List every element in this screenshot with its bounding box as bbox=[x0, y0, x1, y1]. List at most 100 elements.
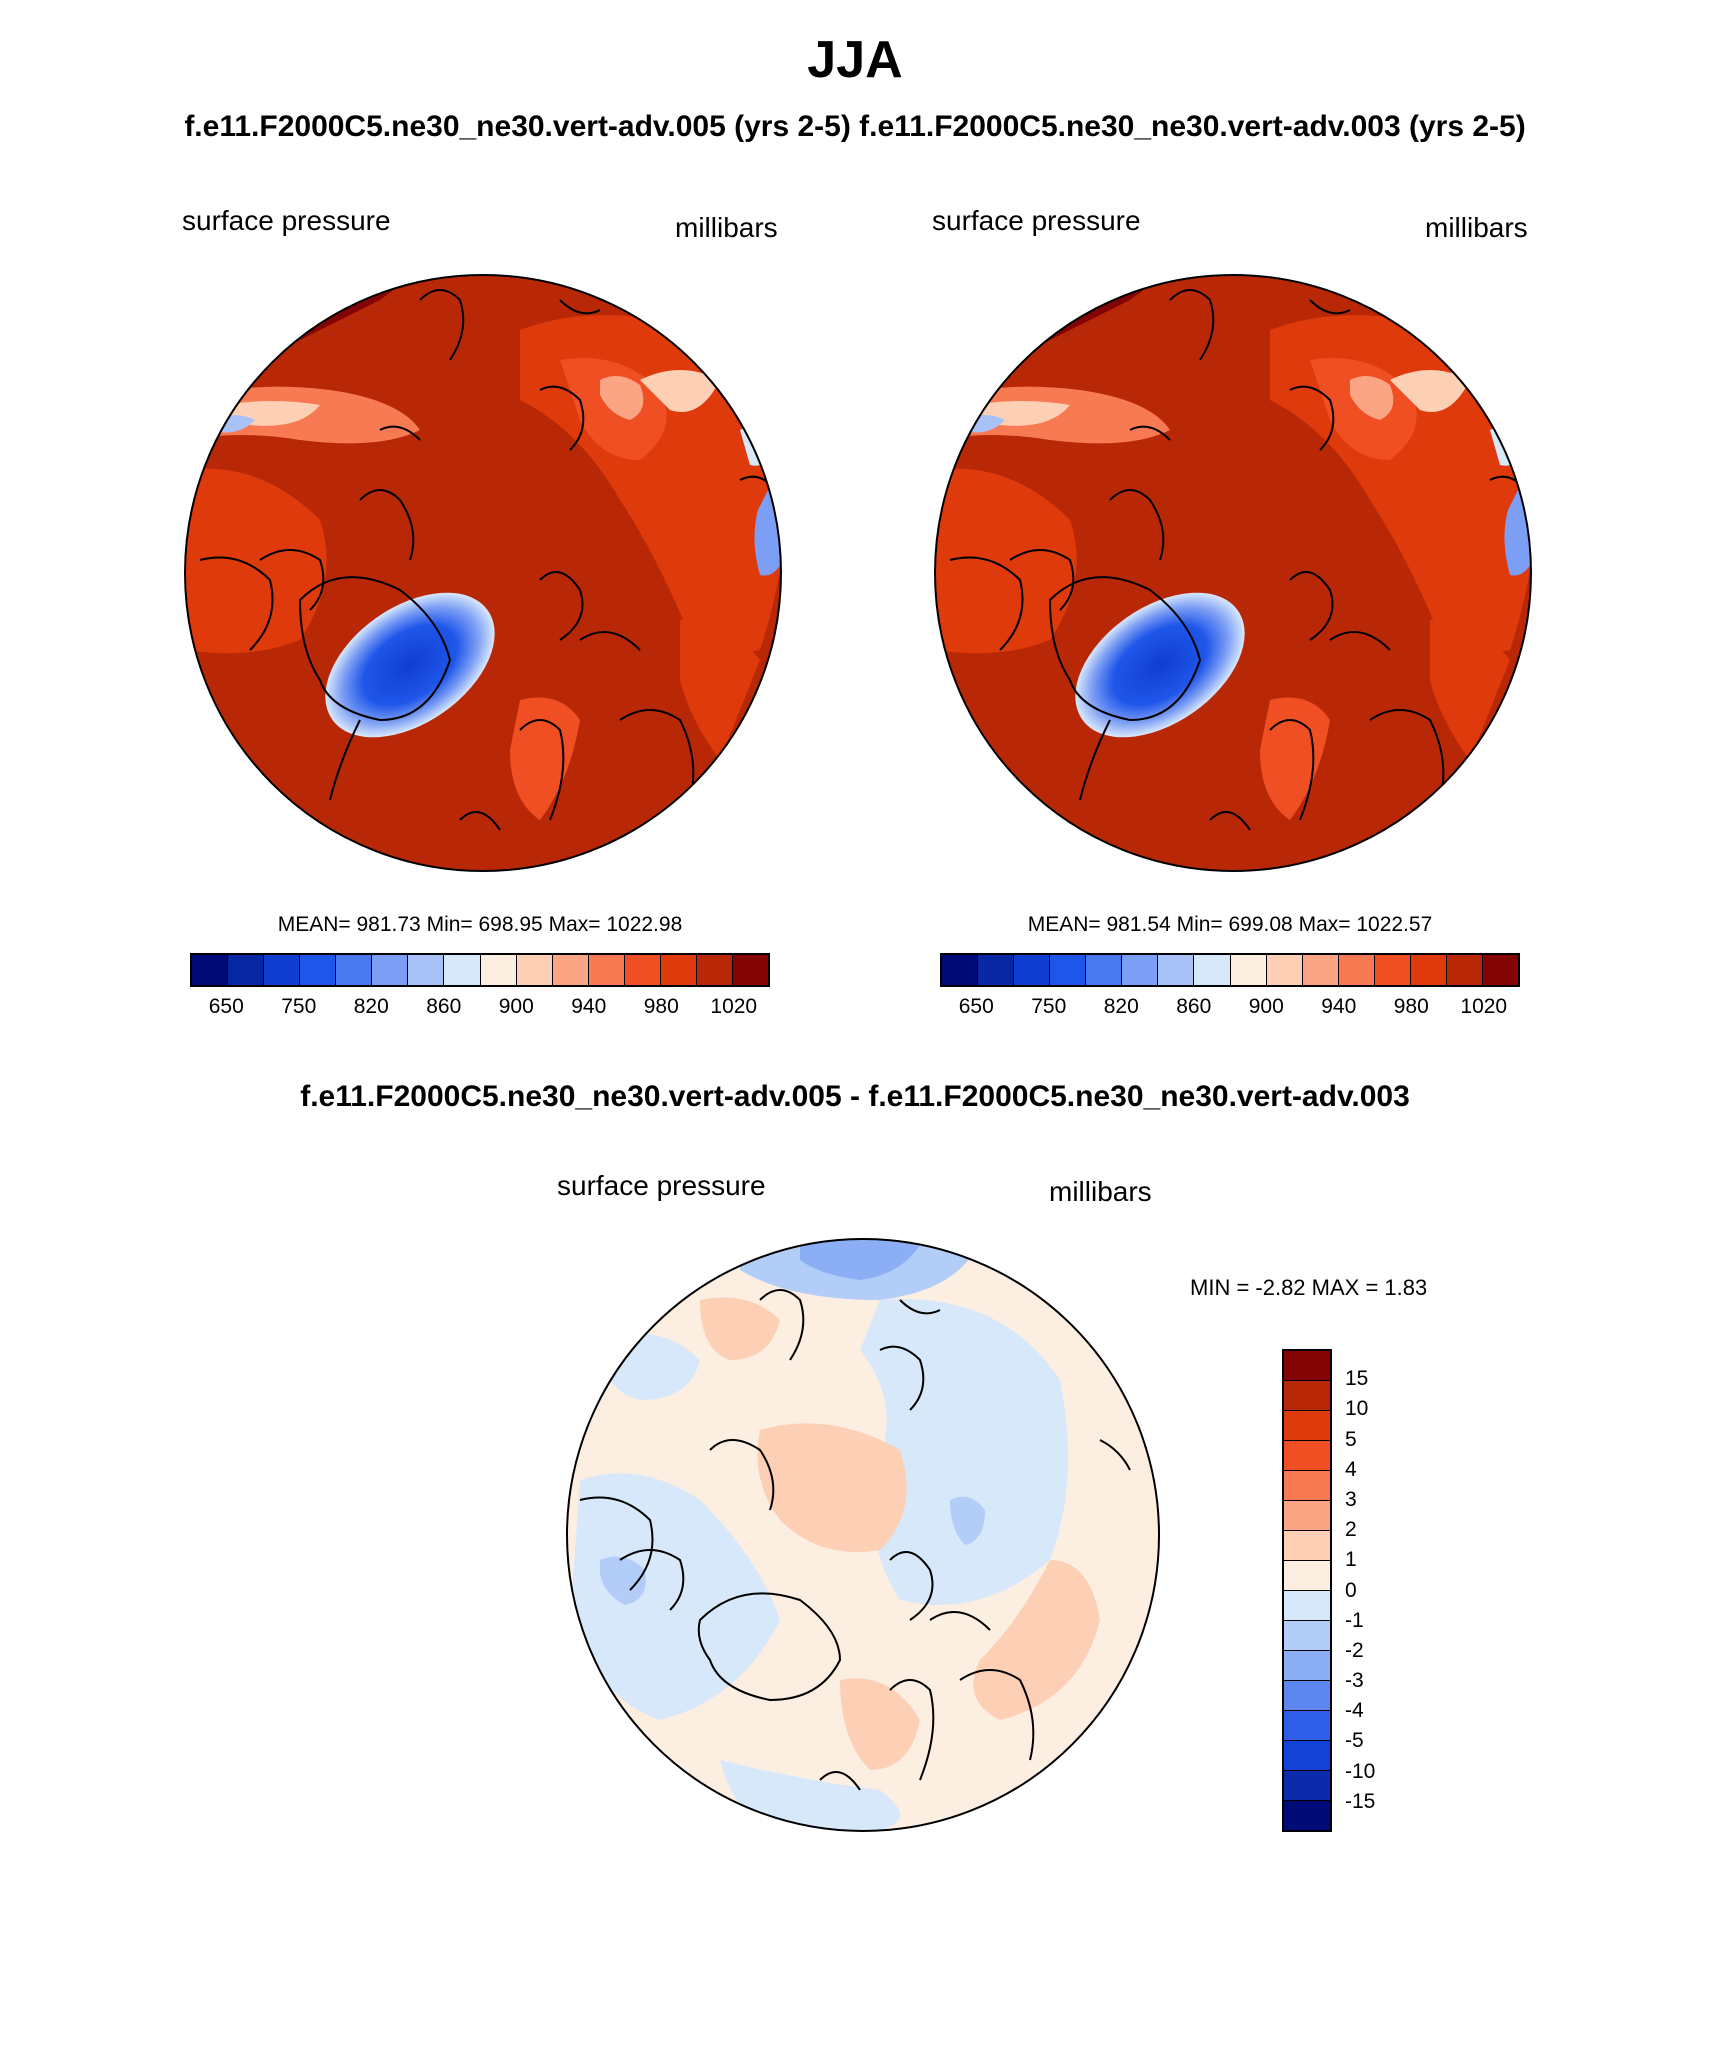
colorbar-swatch bbox=[660, 955, 697, 985]
panel1-scandinavia bbox=[510, 697, 580, 820]
main-title: JJA bbox=[807, 31, 903, 89]
panel1-na-plains bbox=[185, 468, 327, 654]
colorbar-swatch bbox=[1446, 955, 1483, 985]
diff-negative-south bbox=[720, 1760, 900, 1830]
panel2-greenland-low bbox=[1075, 592, 1245, 738]
diff-variable-label: surface pressure bbox=[557, 1170, 766, 1201]
colorbar-swatch bbox=[1158, 955, 1195, 985]
diff-colorbar-swatch bbox=[1284, 1801, 1330, 1830]
colorbar-swatch bbox=[978, 955, 1015, 985]
diff-title: f.e11.F2000C5.ne30_ne30.vert-adv.005 - f… bbox=[300, 1080, 1410, 1113]
diff-colorbar-swatch bbox=[1284, 1351, 1330, 1381]
diff-colorbar bbox=[1282, 1349, 1332, 1832]
diff-negative-west-strong bbox=[600, 1556, 646, 1605]
diff-positive-north bbox=[700, 1297, 780, 1360]
diff-negative-top-strong bbox=[800, 1239, 920, 1280]
diff-positive-east bbox=[973, 1560, 1100, 1720]
case-subtitle: f.e11.F2000C5.ne30_ne30.vert-adv.005 (yr… bbox=[184, 110, 1526, 143]
panel1-himalaya bbox=[640, 370, 720, 412]
colorbar-swatch bbox=[480, 955, 517, 985]
diff-colorbar-swatch bbox=[1284, 1771, 1330, 1801]
colorbar-tick-label: 980 bbox=[1393, 995, 1429, 1018]
diff-colorbar-tick-label: -15 bbox=[1345, 1789, 1376, 1813]
colorbar-tick-label: 650 bbox=[958, 995, 994, 1018]
colorbar-swatch bbox=[516, 955, 553, 985]
diff-colorbar-tick-label: -2 bbox=[1345, 1638, 1364, 1662]
diff-coastlines bbox=[579, 1289, 1131, 1791]
diff-colorbar-swatch bbox=[1284, 1441, 1330, 1471]
colorbar-swatch bbox=[1338, 955, 1375, 985]
panel1-east-siberia-low bbox=[754, 490, 781, 576]
panel1-stats: MEAN= 981.73 Min= 698.95 Max= 1022.98 bbox=[277, 913, 683, 936]
panel1-coastlines bbox=[199, 289, 776, 831]
colorbar-swatch bbox=[300, 955, 337, 985]
diff-colorbar-tick-label: 5 bbox=[1345, 1427, 1357, 1451]
diff-colorbar-tick-label: 0 bbox=[1345, 1578, 1357, 1602]
panel1-greenland-low bbox=[325, 592, 495, 738]
panel1-map bbox=[185, 275, 781, 871]
diff-colorbar-swatch bbox=[1284, 1711, 1330, 1741]
panel2-na-plains bbox=[935, 468, 1077, 654]
colorbar-swatch bbox=[336, 955, 373, 985]
diff-units-label: millibars bbox=[1049, 1176, 1152, 1207]
colorbar-tick-label: 1020 bbox=[710, 995, 758, 1018]
colorbar-swatch bbox=[552, 955, 589, 985]
colorbar-swatch bbox=[1482, 955, 1518, 985]
panel2-east-siberia-low bbox=[1504, 490, 1531, 576]
colorbar-swatch bbox=[588, 955, 625, 985]
colorbar-swatch bbox=[1014, 955, 1051, 985]
colorbar-swatch bbox=[1194, 955, 1231, 985]
diff-colorbar-tick-label: -1 bbox=[1345, 1608, 1364, 1632]
diff-positive-center bbox=[757, 1423, 907, 1552]
panel2-stats: MEAN= 981.54 Min= 699.08 Max= 1022.57 bbox=[1027, 913, 1433, 936]
colorbar-swatch bbox=[444, 955, 481, 985]
panel1-colorbar bbox=[190, 953, 770, 987]
colorbar-tick-label: 860 bbox=[426, 995, 462, 1018]
panel1-europe-east bbox=[680, 618, 760, 760]
panel2-colorbar bbox=[940, 953, 1520, 987]
diff-colorbar-swatch bbox=[1284, 1531, 1330, 1561]
panel2-europe-east bbox=[1430, 618, 1510, 760]
diff-colorbar-swatch bbox=[1284, 1591, 1330, 1621]
colorbar-swatch bbox=[1266, 955, 1303, 985]
colorbar-tick-label: 1020 bbox=[1460, 995, 1508, 1018]
colorbar-tick-label: 860 bbox=[1176, 995, 1212, 1018]
diff-colorbar-tick-label: 10 bbox=[1345, 1397, 1369, 1421]
panel1-units-label: millibars bbox=[675, 212, 778, 243]
colorbar-swatch bbox=[1374, 955, 1411, 985]
colorbar-swatch bbox=[624, 955, 661, 985]
colorbar-tick-label: 650 bbox=[208, 995, 244, 1018]
diff-boundary bbox=[566, 1238, 1160, 1832]
panel2-map bbox=[935, 275, 1531, 871]
diff-positive-south bbox=[840, 1678, 920, 1770]
colorbar-swatch bbox=[732, 955, 768, 985]
diff-colorbar-tick-label: -10 bbox=[1345, 1759, 1376, 1783]
colorbar-tick-label: 900 bbox=[1248, 995, 1284, 1018]
panel2-variable-label: surface pressure bbox=[932, 205, 1141, 236]
diff-colorbar-tick-label: 4 bbox=[1345, 1457, 1357, 1481]
colorbar-tick-label: 750 bbox=[1031, 995, 1067, 1018]
colorbar-swatch bbox=[942, 955, 979, 985]
colorbar-swatch bbox=[228, 955, 265, 985]
colorbar-tick-label: 940 bbox=[1321, 995, 1357, 1018]
diff-colorbar-swatch bbox=[1284, 1741, 1330, 1771]
diff-colorbar-tick-label: -3 bbox=[1345, 1669, 1364, 1693]
diff-negative-east bbox=[860, 1299, 1068, 1605]
panel1-variable-label: surface pressure bbox=[182, 205, 391, 236]
colorbar-swatch bbox=[1050, 955, 1087, 985]
diff-colorbar-swatch bbox=[1284, 1471, 1330, 1501]
colorbar-tick-label: 980 bbox=[643, 995, 679, 1018]
diff-colorbar-swatch bbox=[1284, 1381, 1330, 1411]
diff-colorbar-swatch bbox=[1284, 1681, 1330, 1711]
colorbar-tick-label: 820 bbox=[353, 995, 389, 1018]
diff-colorbar-tick-label: -5 bbox=[1345, 1729, 1364, 1753]
diff-negative-west bbox=[570, 1473, 780, 1720]
panel2-boundary bbox=[934, 274, 1532, 872]
colorbar-tick-label: 940 bbox=[571, 995, 607, 1018]
diff-colorbar-swatch bbox=[1284, 1411, 1330, 1441]
panel2-scandinavia bbox=[1260, 697, 1330, 820]
diff-colorbar-tick-label: 3 bbox=[1345, 1487, 1357, 1511]
colorbar-swatch bbox=[372, 955, 409, 985]
colorbar-swatch bbox=[696, 955, 733, 985]
